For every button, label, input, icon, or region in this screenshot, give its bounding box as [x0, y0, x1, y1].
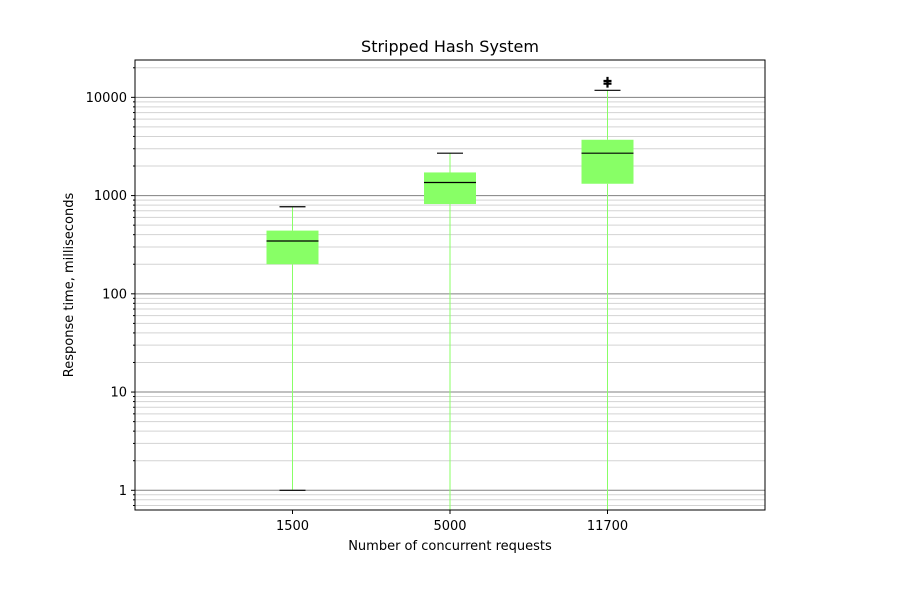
x-tick-label: 11700	[587, 519, 628, 534]
y-tick-label: 10000	[86, 91, 127, 106]
box-group-11700	[581, 76, 634, 510]
y-tick-label: 10	[110, 386, 127, 401]
chart-title: Stripped Hash System	[361, 37, 539, 56]
y-tick-label: 100	[102, 287, 127, 302]
box-group-5000	[424, 152, 476, 510]
box	[424, 172, 476, 205]
box-group-1500	[266, 206, 319, 491]
y-axis: 1 10 100 1000 10000	[86, 67, 135, 507]
y-tick-label: 1	[119, 484, 127, 499]
box-series	[266, 76, 634, 510]
plot-frame	[134, 59, 766, 511]
box	[581, 139, 634, 184]
x-axis-label: Number of concurrent requests	[348, 539, 552, 554]
x-tick-label: 1500	[276, 519, 309, 534]
y-tick-label: 1000	[94, 189, 127, 204]
box	[266, 230, 319, 265]
x-axis: 1500 5000 11700	[276, 510, 628, 534]
outlier-point	[603, 76, 612, 85]
x-tick-label: 5000	[433, 519, 466, 534]
y-axis-label: Response time, milliseconds	[62, 193, 77, 378]
